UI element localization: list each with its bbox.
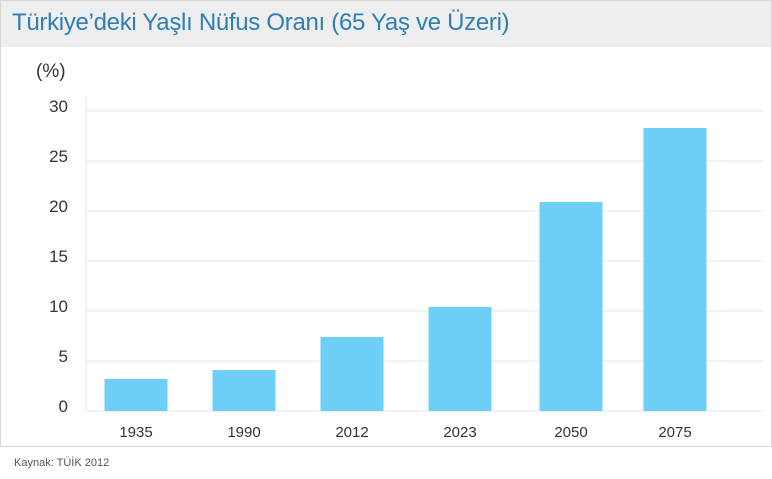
y-tick-label: 20 — [49, 197, 68, 216]
y-tick-label: 15 — [49, 247, 68, 266]
bar-1990 — [212, 370, 276, 411]
chart-frame: Türkiye’deki Yaşlı Nüfus Oranı (65 Yaş v… — [0, 0, 772, 447]
y-axis-unit-label: (%) — [36, 61, 66, 82]
y-tick-label: 25 — [49, 147, 68, 166]
y-axis-ticks: 0 5 10 15 20 25 30 — [49, 97, 68, 416]
x-tick-label: 1935 — [119, 424, 152, 441]
bar-chart: 0 5 10 15 20 25 30 1935 1990 2012 2023 2050 2075 — [49, 96, 763, 441]
bar-2050 — [539, 202, 603, 411]
x-axis-ticks: 1935 1990 2012 2023 2050 2075 — [119, 424, 691, 441]
y-tick-label: 10 — [49, 297, 68, 316]
y-tick-label: 30 — [49, 97, 68, 116]
y-tick-label: 5 — [59, 347, 68, 366]
bar-2012 — [320, 337, 384, 411]
title-bar: Türkiye’deki Yaşlı Nüfus Oranı (65 Yaş v… — [1, 1, 771, 47]
bars — [104, 128, 707, 411]
bar-2023 — [428, 307, 492, 411]
x-tick-label: 2012 — [335, 424, 368, 441]
x-tick-label: 2050 — [554, 424, 587, 441]
y-tick-label: 0 — [59, 397, 68, 416]
bar-1935 — [104, 379, 168, 411]
x-tick-label: 1990 — [227, 424, 260, 441]
chart-title: Türkiye’deki Yaşlı Nüfus Oranı (65 Yaş v… — [12, 9, 510, 36]
x-tick-label: 2075 — [658, 424, 691, 441]
x-tick-label: 2023 — [443, 424, 476, 441]
source-note: Kaynak: TÜİK 2012 — [14, 457, 110, 469]
bar-2075 — [643, 128, 707, 411]
